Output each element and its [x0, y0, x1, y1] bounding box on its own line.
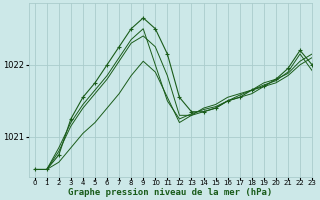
X-axis label: Graphe pression niveau de la mer (hPa): Graphe pression niveau de la mer (hPa)	[68, 188, 273, 197]
